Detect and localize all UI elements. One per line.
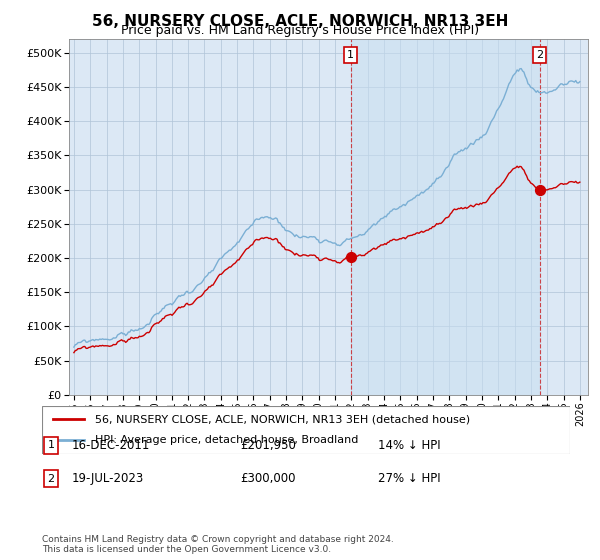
Text: 27% ↓ HPI: 27% ↓ HPI: [378, 472, 440, 486]
Text: 56, NURSERY CLOSE, ACLE, NORWICH, NR13 3EH (detached house): 56, NURSERY CLOSE, ACLE, NORWICH, NR13 3…: [95, 414, 470, 424]
Point: [535, 185, 544, 194]
Text: £300,000: £300,000: [240, 472, 296, 486]
Text: Contains HM Land Registry data © Crown copyright and database right 2024.
This d: Contains HM Land Registry data © Crown c…: [42, 535, 394, 554]
Text: 14% ↓ HPI: 14% ↓ HPI: [378, 438, 440, 452]
Text: £201,950: £201,950: [240, 438, 296, 452]
Text: Price paid vs. HM Land Registry's House Price Index (HPI): Price paid vs. HM Land Registry's House …: [121, 24, 479, 37]
Text: HPI: Average price, detached house, Broadland: HPI: Average price, detached house, Broa…: [95, 435, 358, 445]
Text: 16-DEC-2011: 16-DEC-2011: [72, 438, 151, 452]
Text: 1: 1: [347, 50, 354, 60]
Point: [346, 252, 355, 261]
Text: 1: 1: [47, 440, 55, 450]
FancyBboxPatch shape: [42, 406, 570, 454]
Text: 19-JUL-2023: 19-JUL-2023: [72, 472, 144, 486]
Text: 56, NURSERY CLOSE, ACLE, NORWICH, NR13 3EH: 56, NURSERY CLOSE, ACLE, NORWICH, NR13 3…: [92, 14, 508, 29]
Text: 2: 2: [536, 50, 543, 60]
Text: 2: 2: [47, 474, 55, 484]
